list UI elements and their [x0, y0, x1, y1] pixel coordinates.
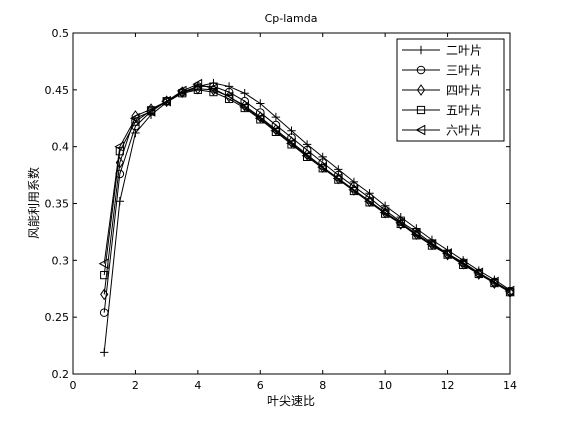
data-point	[224, 82, 234, 91]
data-point	[239, 101, 249, 113]
legend-item: 六叶片	[402, 124, 482, 138]
x-tick-label: 14	[503, 379, 517, 392]
legend-label: 二叶片	[446, 44, 482, 58]
x-tick-label: 4	[194, 379, 201, 392]
y-tick-label: 0.4	[52, 141, 70, 154]
data-point	[473, 267, 484, 279]
legend-item: 三叶片	[402, 64, 482, 78]
data-point	[302, 140, 312, 149]
y-tick-label: 0.3	[52, 254, 70, 267]
series-5	[98, 78, 515, 297]
data-point	[301, 150, 312, 162]
data-point	[348, 184, 359, 196]
data-point	[332, 173, 343, 184]
x-tick-label: 10	[378, 379, 392, 392]
legend-marker	[416, 105, 426, 115]
data-point	[114, 141, 125, 153]
data-point	[100, 288, 109, 301]
x-axis-title: 叶尖速比	[267, 394, 315, 408]
x-tick-label: 2	[132, 379, 139, 392]
data-point	[254, 112, 265, 124]
data-point	[99, 308, 109, 317]
data-point	[176, 85, 187, 97]
data-point	[504, 285, 515, 297]
data-point	[100, 348, 109, 357]
legend-marker	[416, 84, 426, 96]
data-point	[380, 201, 390, 210]
series-line	[103, 83, 511, 292]
series-line	[103, 89, 511, 293]
x-tick-label: 6	[257, 379, 264, 392]
legend-label: 五叶片	[446, 104, 482, 118]
y-tick-label: 0.35	[45, 198, 70, 211]
data-point	[271, 112, 281, 122]
data-point	[334, 165, 343, 174]
data-point	[207, 83, 218, 95]
data-point	[410, 228, 421, 240]
data-point	[317, 161, 328, 173]
y-tick-label: 0.2	[52, 368, 70, 381]
x-tick-label: 0	[70, 379, 77, 392]
legend-label: 六叶片	[446, 124, 482, 138]
data-point	[129, 112, 140, 124]
legend-label: 三叶片	[446, 64, 482, 78]
legend-marker	[416, 45, 426, 55]
data-point	[395, 217, 406, 229]
legend-item: 二叶片	[402, 44, 482, 58]
x-tick-label: 8	[319, 379, 326, 392]
y-tick-label: 0.5	[52, 27, 70, 40]
legend-marker	[415, 124, 426, 136]
legend-item: 五叶片	[402, 104, 482, 118]
chart-title: Cp-lamda	[265, 12, 318, 25]
data-point	[98, 258, 109, 270]
data-point	[426, 239, 437, 250]
x-tick-label: 12	[441, 379, 455, 392]
legend-label: 四叶片	[446, 84, 482, 98]
y-tick-label: 0.25	[45, 311, 70, 324]
data-point	[318, 152, 327, 162]
data-point	[240, 89, 249, 98]
y-axis-title: 风能利用系数	[26, 167, 41, 239]
data-point	[223, 91, 234, 102]
axis-ticks: 0 2 4 6 8 10 12 14 0.2 0.25 0.3 0.35 0.4 0.45 0.5	[45, 27, 518, 392]
data-point	[100, 271, 109, 280]
data-point	[379, 207, 390, 218]
series-layer	[98, 78, 515, 357]
data-point	[161, 95, 171, 107]
data-point	[457, 258, 468, 270]
data-point	[145, 106, 156, 117]
data-point	[285, 137, 296, 149]
data-point	[256, 99, 265, 108]
legend-marker	[416, 65, 426, 75]
data-point	[192, 78, 203, 90]
y-tick-label: 0.45	[45, 84, 70, 97]
data-point	[488, 276, 499, 288]
data-point	[270, 125, 281, 137]
data-point	[363, 195, 374, 207]
legend-item: 四叶片	[402, 84, 482, 98]
data-point	[442, 248, 452, 259]
